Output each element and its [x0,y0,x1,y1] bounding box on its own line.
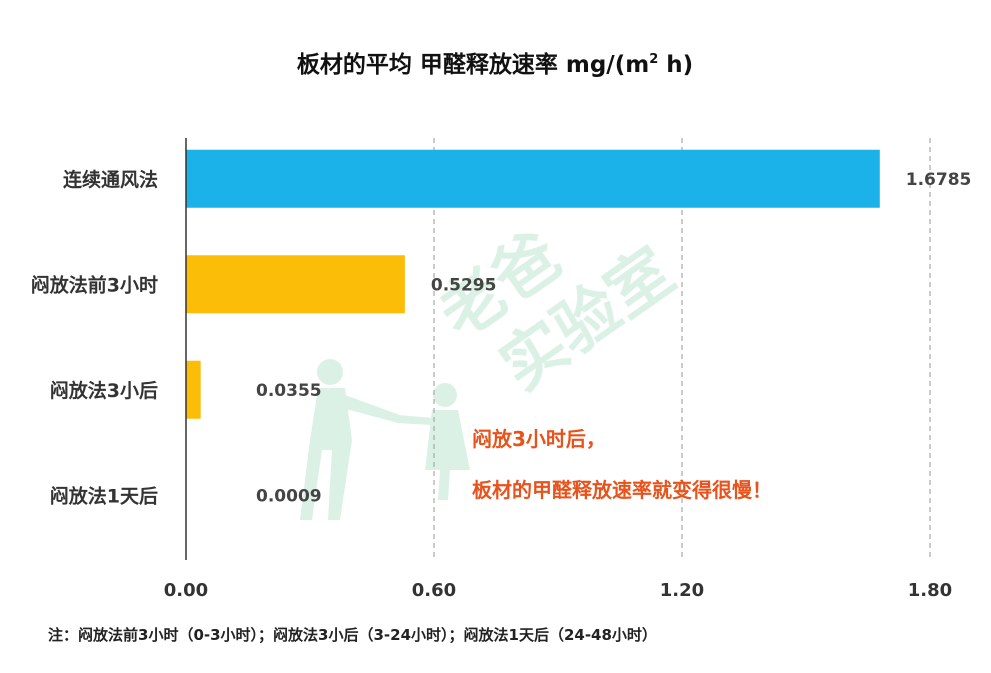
gridlines [433,138,931,560]
watermark: 老爸 实验室 [300,219,688,520]
x-tick-labels: 0.00 0.60 1.20 1.80 [164,580,952,601]
category-label-1: 闷放法前3小时 [31,273,158,296]
footnote: 注：闷放法前3小时（0-3小时）；闷放法3小后（3-24小时）；闷放法1天后（2… [48,626,657,644]
chart-title-tail: h) [658,52,693,78]
annotation-line-1: 闷放3小时后， [472,427,606,451]
chart-title: 板材的平均 甲醛释放速率 mg/(m2 h) [297,51,693,78]
category-label-0: 连续通风法 [63,168,158,191]
bar-1 [186,255,405,314]
value-label-2: 0.0355 [256,381,322,401]
x-tick-label-1: 0.60 [412,580,456,601]
x-tick-label-3: 1.80 [908,580,952,601]
x-tick-label-2: 1.20 [660,580,704,601]
category-label-2: 闷放法3小后 [50,379,158,402]
bar-0 [186,149,880,208]
watermark-figures [300,359,470,520]
value-labels: 1.6785 0.5295 0.0355 0.0009 [256,170,971,507]
value-label-0: 1.6785 [906,170,972,190]
annotation-line-2: 板材的甲醛释放速率就变得很慢！ [472,478,772,502]
chart-title-superscript: 2 [649,52,658,67]
value-label-3: 0.0009 [256,486,322,506]
bars [186,149,880,525]
x-tick-label-0: 0.00 [164,580,208,601]
bar-2 [186,360,201,419]
category-label-3: 闷放法1天后 [50,484,158,507]
value-label-1: 0.5295 [431,275,497,295]
